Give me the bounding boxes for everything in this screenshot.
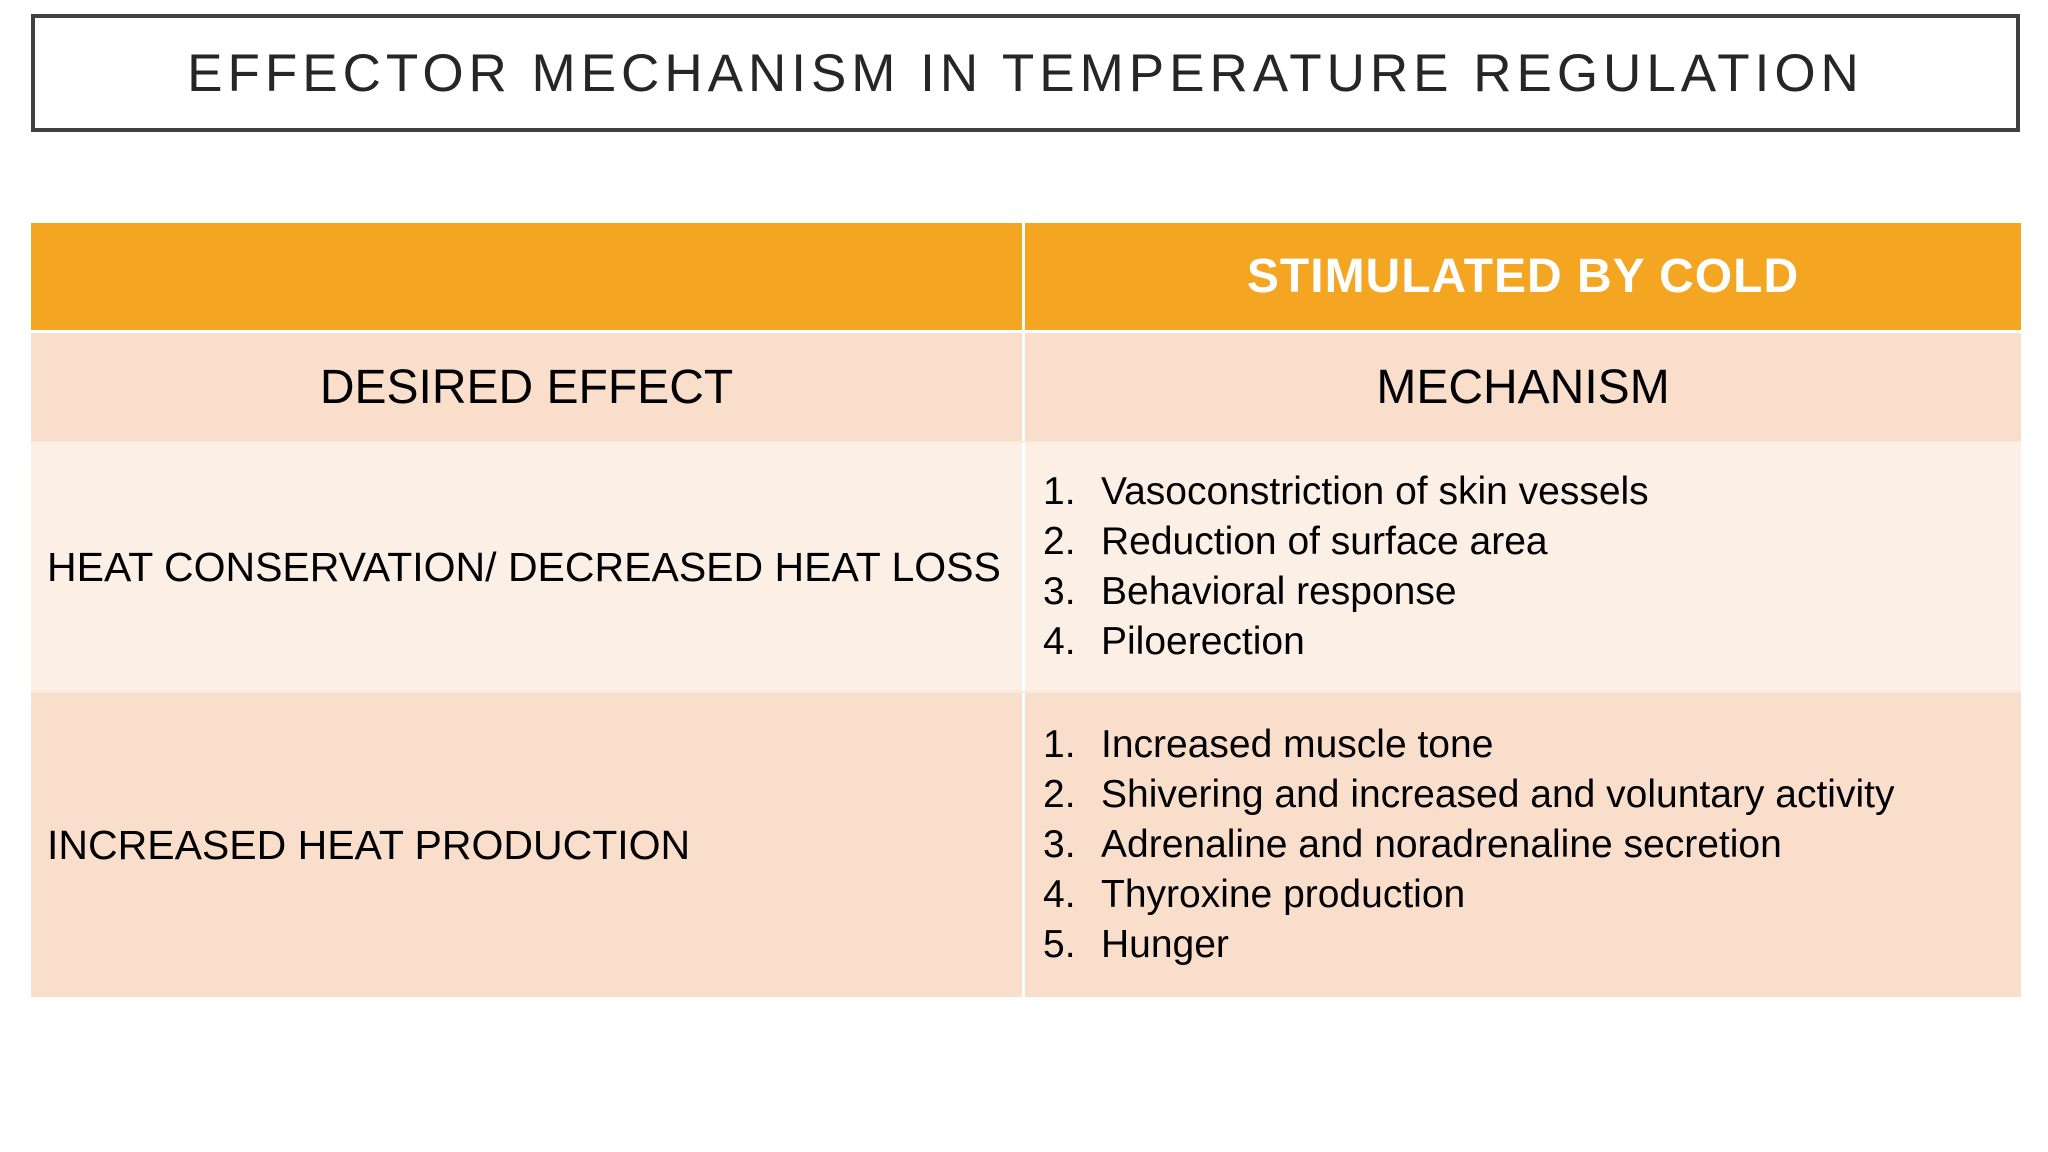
- list-item-text: Reduction of surface area: [1101, 520, 1548, 563]
- slide-title: EFFECTOR MECHANISM IN TEMPERATURE REGULA…: [187, 43, 1864, 103]
- list-item: 5. Hunger: [1043, 920, 1894, 970]
- list-item-text: Vasoconstriction of skin vessels: [1101, 470, 1649, 513]
- header-empty-cell: [31, 223, 1025, 330]
- list-item-text: Behavioral response: [1101, 570, 1457, 613]
- list-item-text: Piloerection: [1101, 620, 1305, 663]
- list-item-number: 3.: [1043, 823, 1076, 866]
- list-item: 3. Adrenaline and noradrenaline secretio…: [1043, 820, 1894, 870]
- list-item-text: Shivering and increased and voluntary ac…: [1101, 773, 1895, 816]
- list-item-number: 1.: [1043, 723, 1076, 766]
- list-item: 2. Reduction of surface area: [1043, 517, 1649, 567]
- list-item-number: 5.: [1043, 923, 1076, 966]
- list-item-number: 3.: [1043, 570, 1076, 613]
- header-stimulated-by-cold: STIMULATED BY COLD: [1246, 250, 1800, 303]
- list-item-number: 2.: [1043, 520, 1076, 563]
- table-row: HEAT CONSERVATION/ DECREASED HEAT LOSS 1…: [31, 443, 2021, 693]
- list-item-number: 4.: [1043, 620, 1076, 663]
- list-item: 4. Piloerection: [1043, 617, 1649, 667]
- column-header-mechanism: MECHANISM: [1376, 360, 1670, 414]
- mechanism-table: STIMULATED BY COLD DESIRED EFFECT MECHAN…: [31, 223, 2021, 997]
- title-box: EFFECTOR MECHANISM IN TEMPERATURE REGULA…: [31, 14, 2020, 132]
- list-item-text: Hunger: [1101, 923, 1229, 966]
- desired-effect-cell: INCREASED HEAT PRODUCTION: [31, 693, 1025, 997]
- list-item: 4. Thyroxine production: [1043, 870, 1894, 920]
- table-header-row: STIMULATED BY COLD: [31, 223, 2021, 333]
- column-header-desired-effect: DESIRED EFFECT: [31, 333, 1025, 441]
- mechanism-cell: 1. Vasoconstriction of skin vessels 2. R…: [1025, 443, 2021, 691]
- list-item: 1. Increased muscle tone: [1043, 720, 1894, 770]
- mechanism-cell: 1. Increased muscle tone 2. Shivering an…: [1025, 693, 2021, 997]
- list-item: 3. Behavioral response: [1043, 567, 1649, 617]
- table-row: INCREASED HEAT PRODUCTION 1. Increased m…: [31, 693, 2021, 997]
- mechanism-list: 1. Increased muscle tone 2. Shivering an…: [1043, 720, 1894, 970]
- list-item-number: 1.: [1043, 470, 1076, 513]
- list-item: 2. Shivering and increased and voluntary…: [1043, 770, 1894, 820]
- list-item-number: 4.: [1043, 873, 1076, 916]
- list-item-text: Increased muscle tone: [1101, 723, 1494, 766]
- list-item-text: Adrenaline and noradrenaline secretion: [1101, 823, 1782, 866]
- mechanism-list: 1. Vasoconstriction of skin vessels 2. R…: [1043, 467, 1649, 667]
- list-item-number: 2.: [1043, 773, 1076, 816]
- table-subheader-row: DESIRED EFFECT MECHANISM: [31, 333, 2021, 443]
- list-item-text: Thyroxine production: [1101, 873, 1466, 916]
- list-item: 1. Vasoconstriction of skin vessels: [1043, 467, 1649, 517]
- desired-effect-cell: HEAT CONSERVATION/ DECREASED HEAT LOSS: [31, 443, 1025, 691]
